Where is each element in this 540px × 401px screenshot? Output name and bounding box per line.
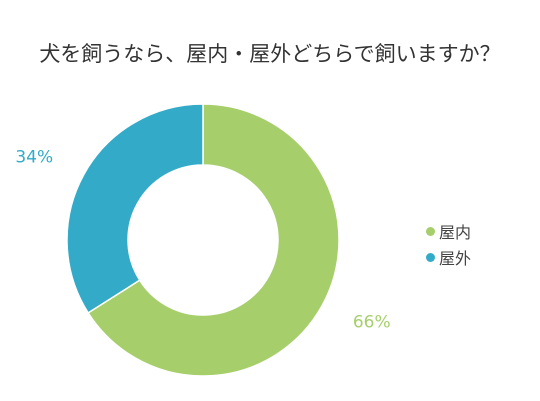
donut-slice-indoor[interactable]: [87, 103, 340, 377]
legend-swatch-outdoor: [426, 252, 435, 262]
legend-label-outdoor: 屋外: [439, 249, 472, 268]
donut-slice-outdoor[interactable]: [66, 103, 204, 314]
chart-title: 犬を飼うなら、屋内・屋外どちらで飼いますか？: [39, 42, 501, 66]
data-label-indoor: 66%: [353, 312, 391, 332]
legend: 屋内 屋外: [426, 218, 471, 270]
data-label-outdoor: 34%: [15, 148, 53, 168]
legend-label-indoor: 屋内: [439, 223, 472, 242]
legend-swatch-indoor: [426, 226, 435, 236]
legend-item-outdoor[interactable]: 屋外: [426, 244, 471, 270]
legend-item-indoor[interactable]: 屋内: [426, 218, 471, 244]
